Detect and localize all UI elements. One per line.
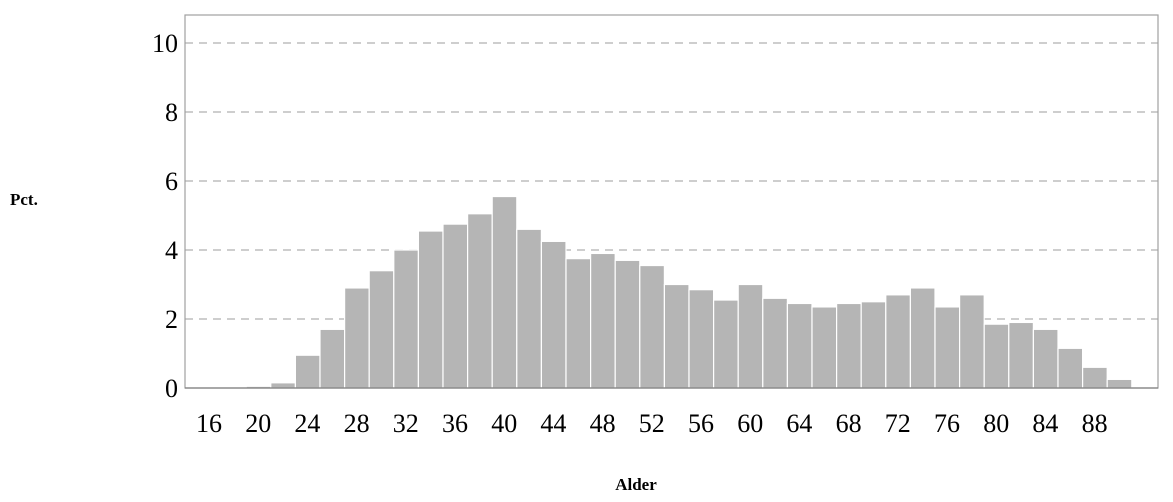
y-tick-labels: 0 2 4 6 8 10: [152, 29, 178, 403]
bar-72: [885, 294, 911, 389]
bar-46: [565, 258, 592, 389]
x-tick-label-76: 76: [934, 409, 960, 438]
bar-88: [1081, 366, 1108, 389]
x-tick-label-48: 48: [590, 409, 616, 438]
bar-66: [811, 306, 838, 389]
y-axis-title: Pct.: [10, 190, 38, 209]
bar-90: [1106, 378, 1133, 389]
x-tick-label-40: 40: [491, 409, 517, 438]
y-tick-label-8: 8: [165, 98, 178, 127]
bar-68: [835, 302, 862, 389]
bar-64: [786, 302, 813, 389]
y-tick-label-2: 2: [165, 305, 178, 334]
bar-38: [467, 213, 493, 389]
bar-58: [712, 299, 739, 389]
grid-layer: [185, 42, 1158, 320]
bar-42: [516, 228, 542, 389]
bar-56: [688, 289, 715, 389]
x-tick-label-52: 52: [639, 409, 665, 438]
x-tick-labels: 16 20 24 28 32 36 40 44 48 52 56 60 64 68 72 76 80 84 88: [196, 409, 1108, 438]
bar-80: [983, 323, 1010, 389]
x-tick-label-68: 68: [836, 409, 862, 438]
bar-30: [368, 270, 395, 389]
x-tick-label-24: 24: [294, 409, 320, 438]
bar-26: [319, 328, 346, 389]
bar-44: [540, 240, 567, 389]
y-tick-label-4: 4: [165, 236, 178, 265]
x-tick-label-56: 56: [688, 409, 714, 438]
y-tick-label-6: 6: [165, 167, 178, 196]
bar-74: [909, 287, 936, 389]
bar-22: [270, 382, 296, 389]
bar-78: [958, 294, 985, 389]
y-tick-label-0: 0: [165, 374, 178, 403]
bar-layer: [245, 195, 1133, 389]
bar-60: [737, 283, 764, 389]
x-tick-label-64: 64: [786, 409, 812, 438]
bar-24: [294, 354, 321, 389]
x-tick-label-36: 36: [442, 409, 468, 438]
bar-76: [934, 306, 961, 389]
bar-62: [762, 297, 788, 389]
y-tick-label-10: 10: [152, 29, 178, 58]
x-tick-label-88: 88: [1082, 409, 1108, 438]
x-tick-label-80: 80: [983, 409, 1009, 438]
bar-50: [614, 259, 641, 389]
bar-82: [1008, 321, 1034, 389]
bar-36: [442, 223, 469, 389]
x-tick-label-72: 72: [885, 409, 911, 438]
bar-28: [344, 287, 370, 389]
x-tick-label-44: 44: [540, 409, 566, 438]
bar-32: [393, 249, 419, 389]
x-tick-label-20: 20: [245, 409, 271, 438]
x-tick-label-84: 84: [1032, 409, 1058, 438]
x-tick-label-16: 16: [196, 409, 222, 438]
x-tick-label-60: 60: [737, 409, 763, 438]
x-tick-label-32: 32: [393, 409, 419, 438]
bar-70: [860, 301, 887, 389]
bar-54: [663, 283, 690, 389]
bar-52: [639, 264, 665, 389]
bar-84: [1032, 328, 1059, 389]
x-tick-label-28: 28: [344, 409, 370, 438]
bar-40: [491, 195, 518, 389]
x-axis-title: Alder: [615, 475, 657, 494]
bar-86: [1057, 347, 1084, 389]
bar-48: [589, 252, 616, 389]
bar-34: [417, 230, 444, 389]
